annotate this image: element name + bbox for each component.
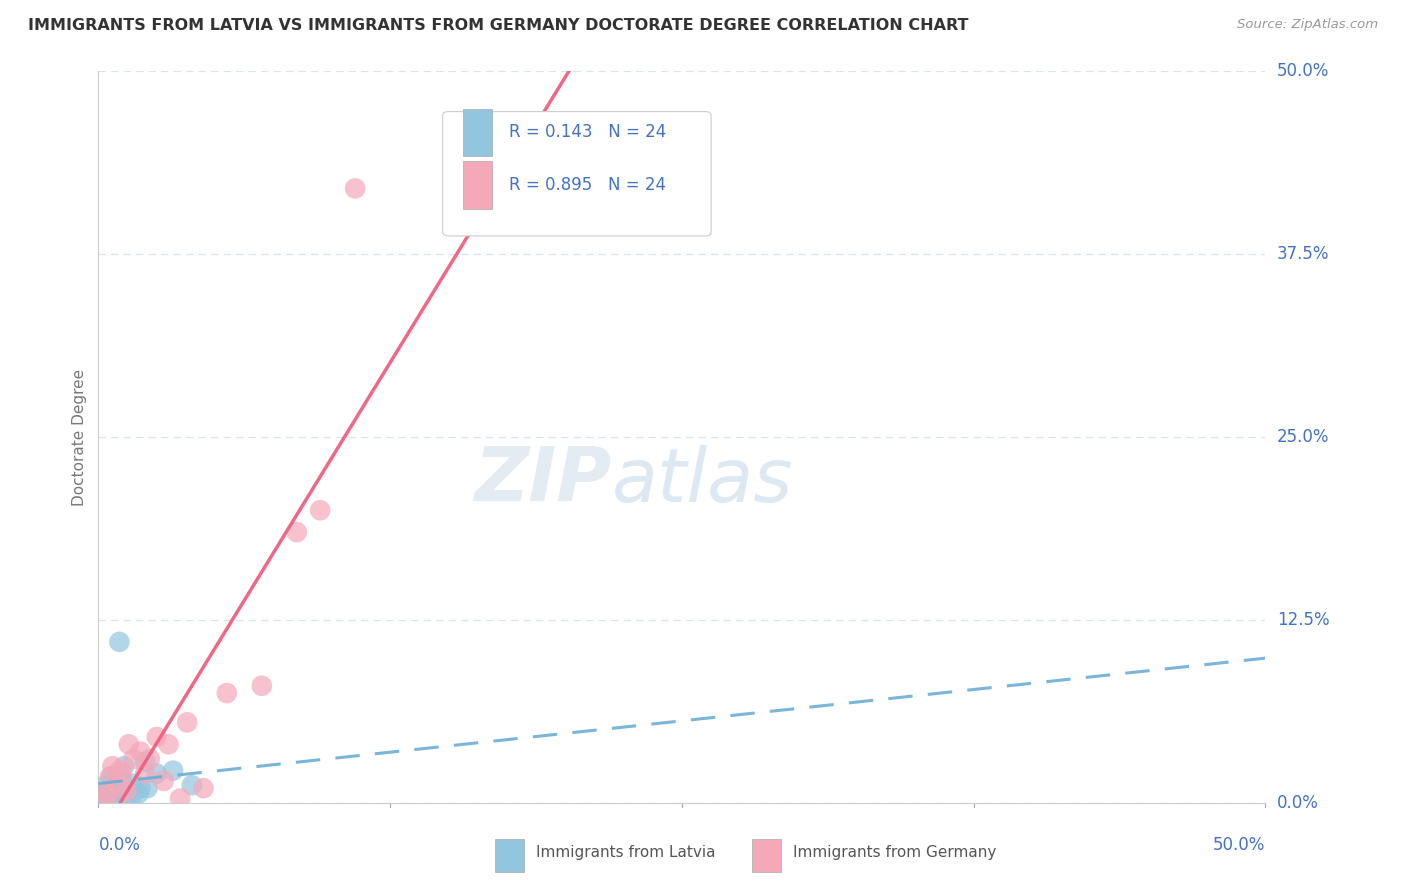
FancyBboxPatch shape bbox=[463, 161, 492, 209]
Text: IMMIGRANTS FROM LATVIA VS IMMIGRANTS FROM GERMANY DOCTORATE DEGREE CORRELATION C: IMMIGRANTS FROM LATVIA VS IMMIGRANTS FRO… bbox=[28, 18, 969, 33]
Text: 12.5%: 12.5% bbox=[1277, 611, 1330, 629]
Point bbox=[129, 781, 152, 796]
Point bbox=[250, 679, 273, 693]
Point bbox=[97, 791, 120, 805]
Point bbox=[98, 769, 121, 783]
Y-axis label: Doctorate Degree: Doctorate Degree bbox=[72, 368, 87, 506]
FancyBboxPatch shape bbox=[443, 112, 711, 235]
Point bbox=[285, 525, 308, 540]
Point bbox=[127, 787, 149, 801]
Point bbox=[344, 181, 367, 195]
Text: R = 0.143   N = 24: R = 0.143 N = 24 bbox=[509, 123, 666, 142]
Point bbox=[169, 791, 191, 805]
Point bbox=[134, 755, 156, 769]
Point bbox=[90, 793, 112, 807]
Point bbox=[105, 781, 128, 796]
Point bbox=[146, 766, 169, 780]
Text: Immigrants from Latvia: Immigrants from Latvia bbox=[536, 845, 716, 860]
Point bbox=[101, 784, 124, 798]
Point bbox=[162, 764, 184, 778]
Point bbox=[94, 778, 117, 792]
Point bbox=[115, 784, 138, 798]
Point bbox=[193, 781, 215, 796]
Point bbox=[97, 789, 120, 803]
Point bbox=[91, 789, 114, 803]
Point bbox=[309, 503, 332, 517]
Text: atlas: atlas bbox=[612, 445, 793, 517]
Point bbox=[104, 781, 127, 796]
Point bbox=[101, 759, 124, 773]
FancyBboxPatch shape bbox=[463, 109, 492, 156]
Point bbox=[139, 752, 162, 766]
Text: 25.0%: 25.0% bbox=[1277, 428, 1330, 446]
Point bbox=[122, 777, 145, 791]
Point bbox=[115, 789, 138, 804]
Point bbox=[108, 764, 131, 778]
Point bbox=[134, 766, 156, 780]
FancyBboxPatch shape bbox=[495, 839, 524, 872]
Point bbox=[108, 635, 131, 649]
Point bbox=[112, 759, 135, 773]
Point bbox=[122, 752, 145, 766]
Point bbox=[100, 769, 122, 783]
Point bbox=[176, 715, 198, 730]
FancyBboxPatch shape bbox=[752, 839, 782, 872]
Point bbox=[111, 766, 134, 780]
Text: 37.5%: 37.5% bbox=[1277, 245, 1330, 263]
Point bbox=[96, 786, 118, 800]
Point bbox=[94, 787, 117, 801]
Point bbox=[120, 789, 142, 804]
Point bbox=[157, 737, 180, 751]
Text: 0.0%: 0.0% bbox=[1277, 794, 1319, 812]
Point bbox=[136, 781, 159, 796]
Point bbox=[105, 778, 128, 792]
Text: Source: ZipAtlas.com: Source: ZipAtlas.com bbox=[1237, 18, 1378, 31]
Point bbox=[98, 789, 121, 803]
Point bbox=[118, 737, 141, 751]
Point bbox=[180, 778, 202, 792]
Point bbox=[152, 773, 174, 788]
Point bbox=[104, 784, 127, 798]
Point bbox=[146, 730, 169, 744]
Point bbox=[111, 773, 134, 788]
Text: ZIP: ZIP bbox=[475, 444, 612, 517]
Text: 50.0%: 50.0% bbox=[1213, 836, 1265, 854]
Text: 0.0%: 0.0% bbox=[98, 836, 141, 854]
Text: Immigrants from Germany: Immigrants from Germany bbox=[793, 845, 995, 860]
Text: R = 0.895   N = 24: R = 0.895 N = 24 bbox=[509, 176, 666, 194]
Point bbox=[129, 745, 152, 759]
Text: 50.0%: 50.0% bbox=[1277, 62, 1330, 80]
Point bbox=[215, 686, 238, 700]
